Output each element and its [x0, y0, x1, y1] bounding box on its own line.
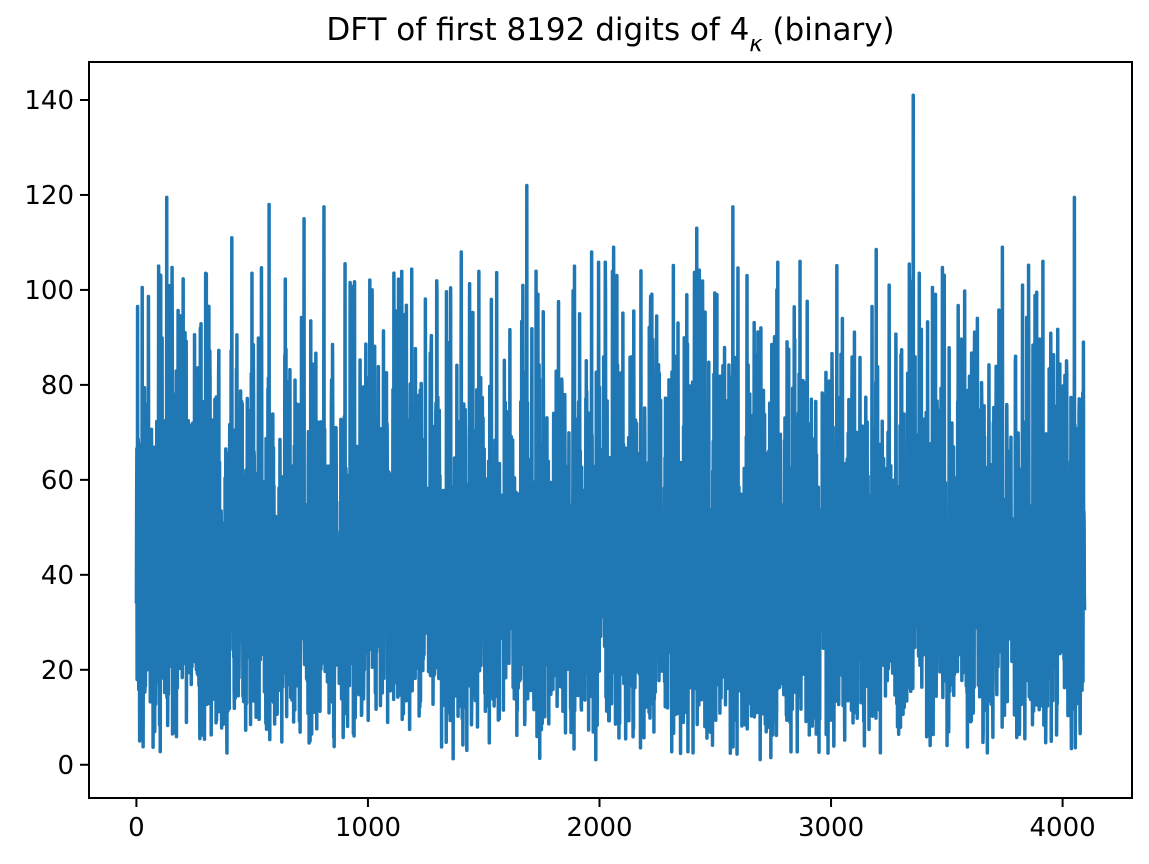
x-tick-label: 4000 [1030, 813, 1096, 843]
chart-title-prefix: DFT of first 8192 digits of 4 [326, 12, 750, 48]
x-tick-label: 3000 [798, 813, 864, 843]
y-tick-label: 100 [24, 276, 74, 306]
y-tick-label: 140 [24, 86, 74, 116]
y-tick-label: 80 [41, 371, 74, 401]
y-tick-label: 20 [41, 656, 74, 686]
chart-title: DFT of first 8192 digits of 4κ (binary) [89, 12, 1132, 57]
y-axis: 0 20 40 60 80 100 120 140 [24, 86, 89, 781]
y-tick-label: 0 [57, 751, 74, 781]
x-tick-label: 2000 [566, 813, 632, 843]
x-tick-label: 1000 [335, 813, 401, 843]
y-tick-label: 120 [24, 181, 74, 211]
y-tick-label: 60 [41, 466, 74, 496]
x-tick-label: 0 [128, 813, 145, 843]
chart-title-suffix: (binary) [762, 12, 895, 48]
kappa-subscript-icon: κ [749, 31, 763, 58]
y-tick-label: 40 [41, 561, 74, 591]
dft-series-line [134, 93, 1087, 762]
plot-border [88, 61, 1133, 799]
x-axis: 0 1000 2000 3000 4000 [128, 798, 1096, 843]
